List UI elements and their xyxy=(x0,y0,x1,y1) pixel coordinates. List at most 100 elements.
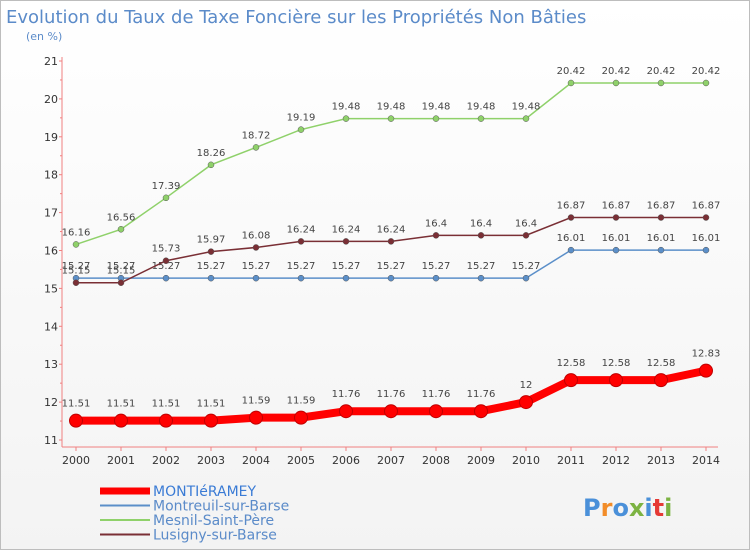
data-label: 12.58 xyxy=(557,358,586,369)
data-point xyxy=(252,274,260,282)
legend-label: Montreuil-sur-Barse xyxy=(153,499,289,515)
data-point xyxy=(72,279,80,286)
legend-item: MONTIéRAMEY xyxy=(100,484,257,500)
data-point xyxy=(702,214,710,221)
data-point xyxy=(432,115,440,122)
data-point xyxy=(429,404,443,419)
data-point xyxy=(204,413,218,428)
data-point xyxy=(342,115,350,122)
data-label: 15.27 xyxy=(107,261,136,272)
legend-item: Lusigny-sur-Barse xyxy=(100,528,277,544)
logo-letter: P xyxy=(583,494,601,522)
data-point xyxy=(612,246,620,254)
data-point xyxy=(207,248,215,255)
data-point xyxy=(117,279,125,286)
data-label: 17.39 xyxy=(152,181,181,192)
series-monti-ramey: 11.51 11.51 11.51 11.51 11.59 11.59 11.76 11.76… xyxy=(62,349,721,428)
data-label: 19.48 xyxy=(512,102,541,113)
data-label: 15.27 xyxy=(62,261,91,272)
y-tick-label: 19 xyxy=(44,131,58,144)
data-label: 11.59 xyxy=(242,396,271,407)
data-label: 16.16 xyxy=(62,227,91,238)
series-lusigny-sur-barse: 15.15 15.15 15.73 15.97 16.08 16.24 16.24 16.24… xyxy=(62,201,720,286)
legend-item: Mesnil-Saint-Père xyxy=(100,513,274,529)
data-point xyxy=(162,194,170,202)
logo-text: Proxiti xyxy=(583,494,672,522)
legend-label: Mesnil-Saint-Père xyxy=(153,513,274,529)
data-point xyxy=(342,238,350,245)
chart-title: Evolution du Taux de Taxe Foncière sur l… xyxy=(6,7,586,28)
x-tick-label: 2009 xyxy=(467,454,495,467)
data-label: 16.24 xyxy=(377,224,406,235)
data-point xyxy=(567,246,575,254)
legend-label: Lusigny-sur-Barse xyxy=(153,528,277,544)
data-point xyxy=(72,241,80,248)
data-label: 15.15 xyxy=(62,266,91,277)
logo-letter: t xyxy=(653,494,664,522)
x-tick-label: 2008 xyxy=(422,454,450,467)
data-label: 16.08 xyxy=(242,230,271,241)
data-label: 20.42 xyxy=(557,66,586,77)
data-label: 19.48 xyxy=(422,102,451,113)
data-point xyxy=(519,395,533,410)
axes: 11 12 13 14 15 16 17 18 19 20 21 2000 2001 2002 2003 20… xyxy=(44,55,720,467)
data-label: 12.83 xyxy=(692,349,721,360)
series-mesnil-saint-p-re: 16.16 16.56 17.39 18.26 18.72 19.19 19.48 19.48… xyxy=(62,66,721,248)
data-label: 12 xyxy=(520,380,533,391)
data-label: 19.48 xyxy=(467,102,496,113)
data-point xyxy=(522,274,530,282)
data-point xyxy=(297,126,305,133)
x-tick-label: 2006 xyxy=(332,454,360,467)
data-point xyxy=(342,274,350,282)
data-label: 19.48 xyxy=(377,102,406,113)
y-tick-label: 13 xyxy=(44,358,58,371)
logo-letter: r xyxy=(601,494,613,522)
data-point xyxy=(297,274,305,282)
data-label: 20.42 xyxy=(692,66,721,77)
data-point xyxy=(159,413,173,428)
data-point xyxy=(477,232,485,239)
data-point xyxy=(564,373,578,388)
data-label: 15.97 xyxy=(197,235,226,246)
data-label: 19.19 xyxy=(287,113,316,124)
data-point xyxy=(657,246,665,254)
data-label: 16.01 xyxy=(557,233,586,244)
data-label: 18.26 xyxy=(197,148,226,159)
series-layer: 15.27 15.27 15.27 15.27 15.27 15.27 15.27 15.27… xyxy=(62,66,721,428)
data-label: 11.51 xyxy=(62,399,91,410)
data-point xyxy=(657,214,665,221)
data-label: 16.87 xyxy=(557,201,586,212)
data-point xyxy=(207,274,215,282)
x-tick-label: 2001 xyxy=(107,454,135,467)
data-label: 15.27 xyxy=(377,261,406,272)
data-label: 19.48 xyxy=(332,102,361,113)
data-label: 16.01 xyxy=(602,233,631,244)
data-point xyxy=(612,79,620,87)
series-montreuil-sur-barse: 15.27 15.27 15.27 15.27 15.27 15.27 15.27 15.27… xyxy=(62,233,720,282)
data-point xyxy=(522,232,530,239)
logo-letter: x xyxy=(629,494,645,522)
data-point xyxy=(654,373,668,388)
data-label: 16.4 xyxy=(425,218,447,229)
data-point xyxy=(567,79,575,87)
logo-letter: i xyxy=(664,494,672,522)
data-point xyxy=(699,363,713,378)
y-tick-label: 18 xyxy=(44,169,58,182)
data-label: 15.27 xyxy=(512,261,541,272)
data-point xyxy=(387,115,395,122)
data-label: 16.24 xyxy=(287,224,316,235)
y-tick-label: 12 xyxy=(44,396,58,409)
data-point xyxy=(612,214,620,221)
data-point xyxy=(297,238,305,245)
data-point xyxy=(432,274,440,282)
y-tick-label: 14 xyxy=(44,320,58,333)
data-point xyxy=(207,161,215,169)
data-label: 11.76 xyxy=(377,389,406,400)
data-label: 15.15 xyxy=(107,266,136,277)
y-tick-label: 11 xyxy=(44,434,58,447)
x-tick-label: 2000 xyxy=(62,454,90,467)
y-tick-label: 17 xyxy=(44,207,58,220)
data-label: 16.56 xyxy=(107,212,136,223)
